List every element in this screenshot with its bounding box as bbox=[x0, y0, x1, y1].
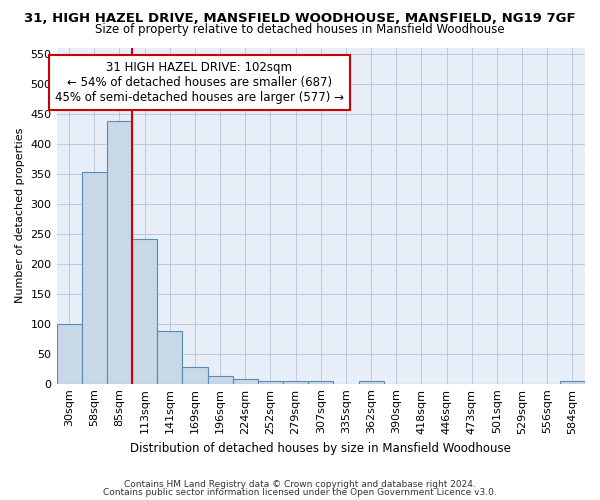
Text: 31 HIGH HAZEL DRIVE: 102sqm
← 54% of detached houses are smaller (687)
45% of se: 31 HIGH HAZEL DRIVE: 102sqm ← 54% of det… bbox=[55, 61, 344, 104]
Bar bbox=[82, 172, 107, 384]
Bar bbox=[233, 379, 258, 384]
Text: Contains HM Land Registry data © Crown copyright and database right 2024.: Contains HM Land Registry data © Crown c… bbox=[124, 480, 476, 489]
Bar bbox=[208, 376, 233, 384]
Y-axis label: Number of detached properties: Number of detached properties bbox=[15, 128, 25, 304]
Bar bbox=[283, 380, 308, 384]
Bar bbox=[308, 380, 334, 384]
Text: 31, HIGH HAZEL DRIVE, MANSFIELD WOODHOUSE, MANSFIELD, NG19 7GF: 31, HIGH HAZEL DRIVE, MANSFIELD WOODHOUS… bbox=[24, 12, 576, 26]
Bar bbox=[132, 239, 157, 384]
Bar bbox=[56, 324, 82, 384]
Text: Contains public sector information licensed under the Open Government Licence v3: Contains public sector information licen… bbox=[103, 488, 497, 497]
Text: Size of property relative to detached houses in Mansfield Woodhouse: Size of property relative to detached ho… bbox=[95, 22, 505, 36]
Bar bbox=[359, 380, 383, 384]
Bar bbox=[560, 380, 585, 384]
Bar bbox=[258, 380, 283, 384]
Bar bbox=[182, 367, 208, 384]
Bar bbox=[107, 120, 132, 384]
X-axis label: Distribution of detached houses by size in Mansfield Woodhouse: Distribution of detached houses by size … bbox=[130, 442, 511, 455]
Bar bbox=[157, 331, 182, 384]
